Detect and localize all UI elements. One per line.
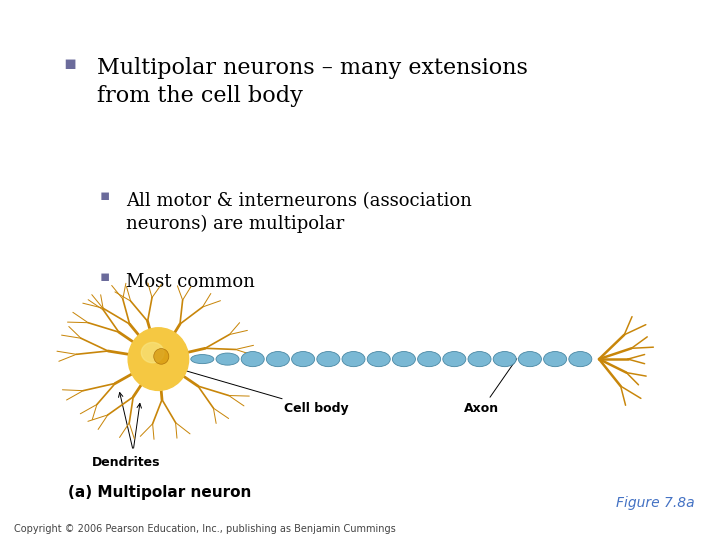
Ellipse shape [241,352,264,367]
Ellipse shape [443,352,466,367]
Ellipse shape [292,352,315,367]
Text: ▪: ▪ [63,54,76,73]
Ellipse shape [128,328,189,390]
Ellipse shape [216,353,239,365]
Ellipse shape [418,352,441,367]
Ellipse shape [367,352,390,367]
Ellipse shape [141,342,164,363]
Text: Cell body: Cell body [176,368,349,415]
Text: (a) Multipolar neuron: (a) Multipolar neuron [68,484,252,500]
Ellipse shape [468,352,491,367]
Ellipse shape [569,352,592,367]
Ellipse shape [154,349,168,364]
Text: Most common: Most common [126,273,255,291]
Text: ▪: ▪ [99,188,109,203]
Text: Figure 7.8a: Figure 7.8a [616,496,695,510]
Ellipse shape [191,355,214,363]
Ellipse shape [342,352,365,367]
Ellipse shape [544,352,567,367]
Ellipse shape [518,352,541,367]
Ellipse shape [266,352,289,367]
Ellipse shape [317,352,340,367]
Text: ▪: ▪ [99,269,109,284]
Text: All motor & interneurons (association
neurons) are multipolar: All motor & interneurons (association ne… [126,192,472,233]
Ellipse shape [392,352,415,367]
Text: Multipolar neurons – many extensions
from the cell body: Multipolar neurons – many extensions fro… [97,57,528,106]
Text: Dendrites: Dendrites [91,456,161,469]
Text: Copyright © 2006 Pearson Education, Inc., publishing as Benjamin Cummings: Copyright © 2006 Pearson Education, Inc.… [14,523,396,534]
Ellipse shape [493,352,516,367]
Text: Axon: Axon [464,359,517,415]
